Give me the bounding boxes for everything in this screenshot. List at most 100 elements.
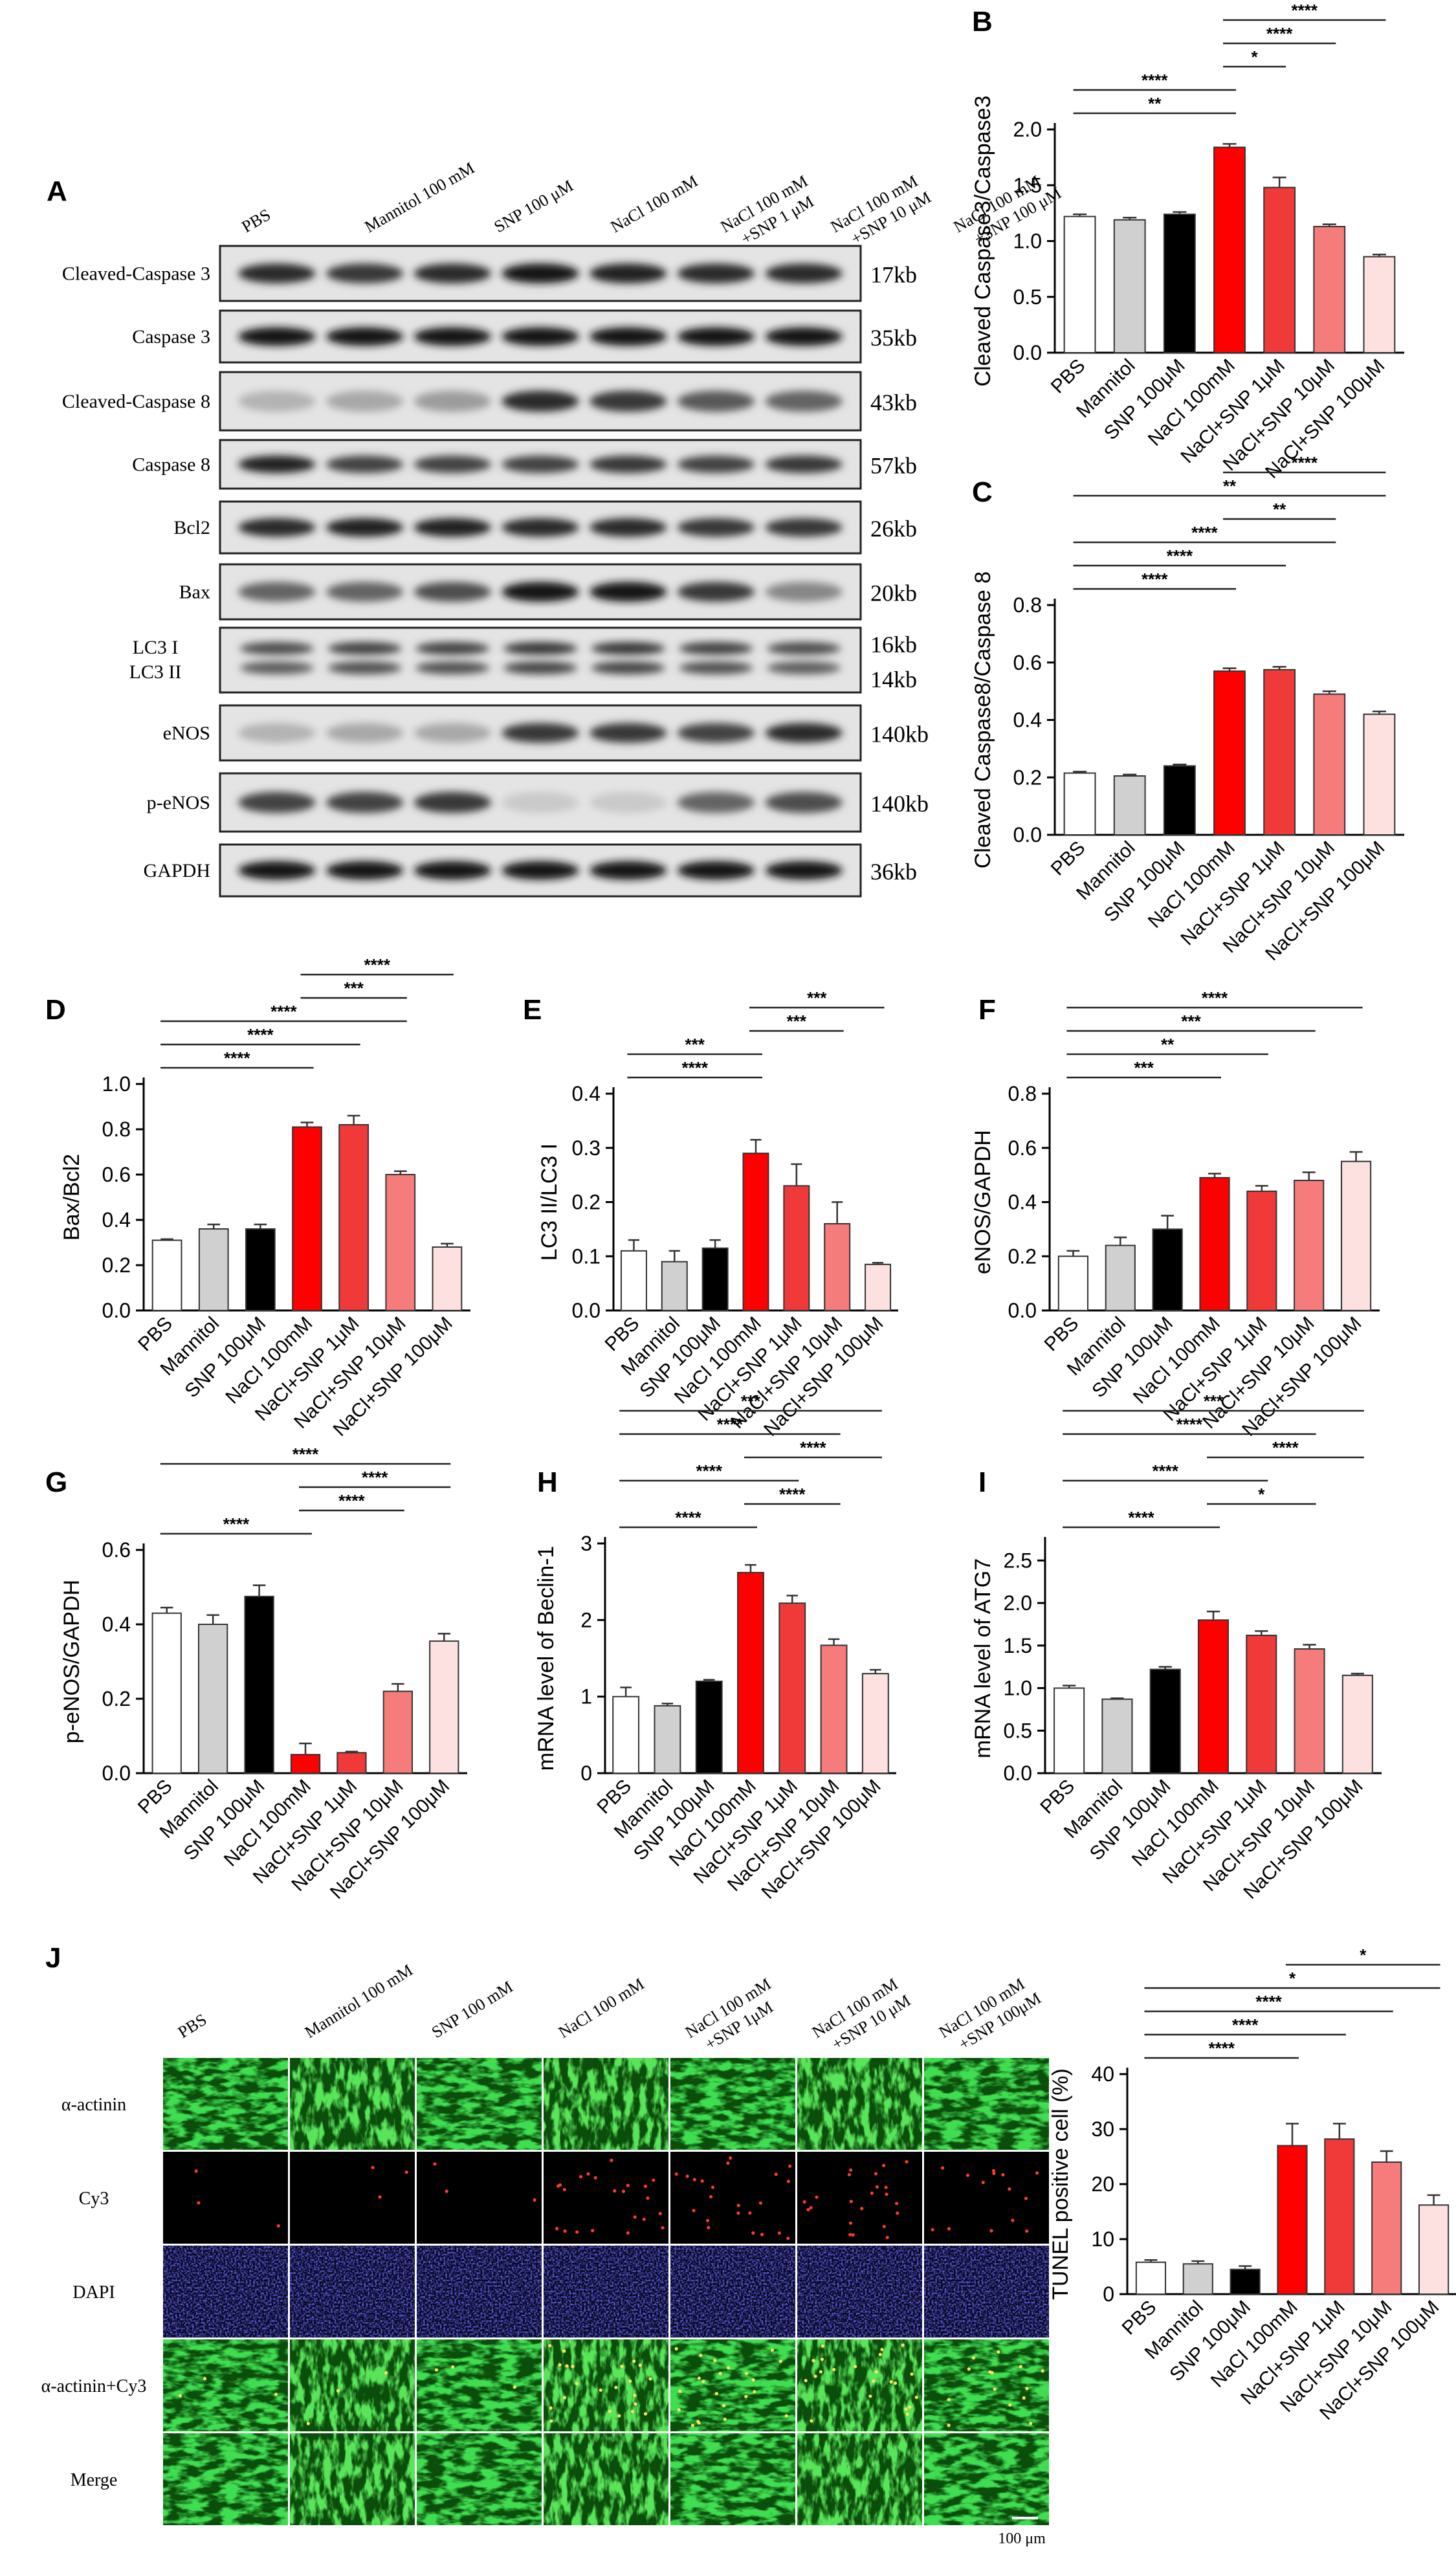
bar bbox=[865, 1263, 892, 1311]
bar bbox=[290, 1754, 321, 1774]
tunel-dot bbox=[628, 2379, 632, 2383]
x-tick-label: PBS bbox=[1036, 1776, 1079, 1818]
micrograph-nuclei bbox=[544, 2246, 668, 2337]
blot-lane-label-line: SNP 100 μM bbox=[491, 176, 577, 236]
tunel-dot bbox=[758, 2201, 762, 2205]
micro-column-label-line: PBS bbox=[175, 2010, 210, 2042]
micrograph-fibers bbox=[924, 2058, 1049, 2150]
micrograph-fibers bbox=[924, 2433, 1049, 2525]
tunel-dot bbox=[751, 2378, 755, 2382]
y-tick-label: 0 bbox=[1103, 2282, 1114, 2306]
significance-label: **** bbox=[1208, 2039, 1235, 2058]
y-tick-label: 0.0 bbox=[102, 1762, 131, 1785]
tunel-dot bbox=[751, 2231, 755, 2235]
blot-row-label: GAPDH bbox=[144, 860, 210, 881]
y-tick-label: 0 bbox=[580, 1762, 592, 1785]
bar bbox=[1182, 2263, 1213, 2295]
significance-label: *** bbox=[787, 1011, 807, 1031]
tunel-dot bbox=[820, 2358, 824, 2361]
y-axis-label: p-eNOS/GAPDH bbox=[60, 1580, 84, 1743]
micrograph-fibers bbox=[163, 2058, 288, 2150]
tunel-dot bbox=[613, 2189, 617, 2193]
bar bbox=[1294, 1648, 1325, 1774]
micrograph-background bbox=[163, 2152, 288, 2244]
blot-size-label: 17kb bbox=[870, 262, 917, 288]
blot-band bbox=[765, 456, 843, 473]
tunel-dot bbox=[404, 2170, 408, 2174]
bar bbox=[1113, 219, 1146, 353]
panel-label-h: H bbox=[537, 1466, 558, 1498]
y-tick-label: 0.2 bbox=[1013, 766, 1042, 789]
tunel-dot bbox=[626, 2183, 630, 2187]
tunel-dot bbox=[697, 2421, 701, 2425]
panel-label-b: B bbox=[972, 6, 993, 38]
blot-band bbox=[415, 642, 490, 655]
y-tick-label: 0.8 bbox=[1013, 593, 1042, 617]
tunel-dot bbox=[931, 2227, 934, 2232]
tunel-dot bbox=[885, 2193, 888, 2196]
significance-label: *** bbox=[344, 978, 364, 998]
blot-band bbox=[591, 661, 665, 674]
tunel-dot bbox=[885, 2235, 889, 2240]
blot-band bbox=[414, 390, 491, 412]
micro-column-label: NaCl 100 mM+SNP 1μM bbox=[682, 1974, 786, 2059]
tunel-dot bbox=[991, 2169, 996, 2172]
tunel-dot bbox=[707, 2226, 711, 2229]
bar bbox=[1135, 2261, 1167, 2295]
blot-band bbox=[677, 263, 755, 283]
tunel-dot bbox=[642, 2217, 646, 2221]
micro-column-label: NaCl 100 mM+SNP 100μM bbox=[936, 1971, 1044, 2059]
tunel-dot bbox=[692, 2178, 696, 2182]
tunel-dot bbox=[744, 2372, 749, 2376]
panel-label-g: G bbox=[45, 1466, 67, 1498]
blot-lane-label: NaCl 100 mM+SNP 10 μM bbox=[828, 170, 934, 254]
blot-band bbox=[238, 518, 316, 537]
y-axis-label: mRNA level of ATG7 bbox=[971, 1558, 995, 1758]
bar bbox=[778, 1602, 806, 1774]
x-tick-label: PBS bbox=[1118, 2297, 1161, 2339]
scale-bar-label: 100 μm bbox=[998, 2530, 1046, 2547]
x-tick-label: PBS bbox=[134, 1776, 177, 1818]
significance-label: **** bbox=[675, 1508, 701, 1527]
bar bbox=[292, 1126, 322, 1311]
blot-band bbox=[238, 263, 316, 283]
tunel-dot bbox=[729, 2156, 733, 2160]
tunel-dot bbox=[849, 2168, 853, 2172]
micrograph-fibers bbox=[670, 2433, 795, 2525]
tunel-dot bbox=[697, 2376, 701, 2380]
tunel-dot bbox=[947, 2423, 951, 2427]
panel-label-e: E bbox=[523, 994, 542, 1026]
chart-c: C 0.0 0.2 0.4 0.6 0.8 Cleaved Caspase8/Caspase… bbox=[971, 453, 1404, 965]
tunel-dot bbox=[989, 2229, 993, 2233]
significance-label: ** bbox=[1223, 476, 1237, 496]
significance-label: **** bbox=[224, 1048, 250, 1068]
y-tick-label: 2.0 bbox=[1004, 1591, 1032, 1615]
y-tick-label: 0.5 bbox=[1004, 1719, 1032, 1742]
y-tick-label: 0.2 bbox=[572, 1191, 601, 1214]
micrograph-fibers bbox=[544, 2339, 668, 2431]
significance-label: **** bbox=[1272, 1438, 1299, 1457]
blot-band bbox=[502, 582, 579, 602]
blot-size-label: 16kb bbox=[870, 632, 917, 658]
tunel-dot bbox=[1022, 2396, 1026, 2400]
bar bbox=[1053, 1687, 1085, 1774]
y-axis-label: Cleaved Caspase8/Caspase 8 bbox=[971, 571, 995, 868]
significance-label: ** bbox=[1273, 500, 1286, 519]
bar bbox=[1363, 256, 1396, 353]
significance-label: *** bbox=[1204, 1391, 1224, 1411]
significance-label: ** bbox=[1148, 94, 1162, 113]
tunel-dot bbox=[194, 2169, 198, 2173]
micro-column-label: NaCl 100 mM+SNP 10 μM bbox=[809, 1973, 914, 2059]
micrograph-fibers bbox=[797, 2339, 922, 2431]
y-tick-label: 1.0 bbox=[1004, 1677, 1032, 1700]
blot-lane-label-line: Mannitol 100 mM bbox=[362, 159, 478, 236]
panel-label-i: I bbox=[978, 1466, 986, 1498]
tunel-dot bbox=[726, 2161, 730, 2165]
tunel-dot bbox=[685, 2174, 689, 2178]
significance-label: **** bbox=[1266, 24, 1293, 43]
tunel-dot bbox=[880, 2347, 884, 2352]
tunel-dot bbox=[557, 2184, 560, 2188]
blot-band bbox=[325, 791, 404, 813]
tunel-dot bbox=[893, 2381, 898, 2385]
y-tick-label: 0.8 bbox=[102, 1118, 131, 1141]
